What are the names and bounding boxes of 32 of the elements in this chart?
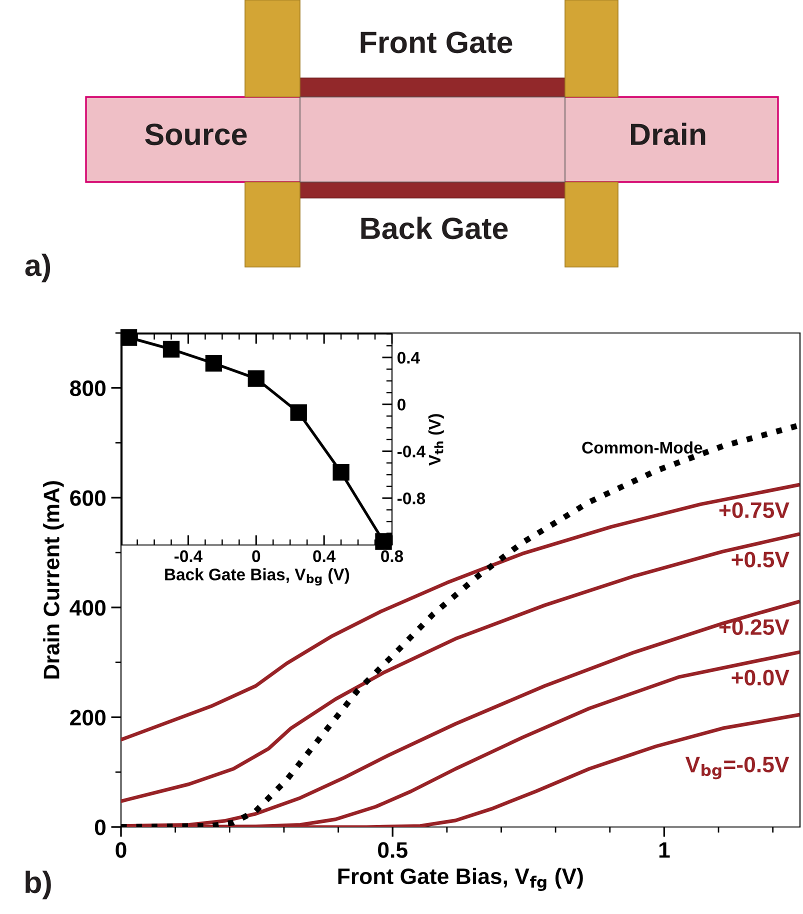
x-tick-label: -0.4 bbox=[174, 550, 202, 562]
x-tick-label: 0.8 bbox=[381, 550, 404, 562]
y-tick-label: 0 bbox=[94, 820, 106, 836]
x-tick-label: 0 bbox=[116, 842, 126, 858]
y-tick-label: 0.4 bbox=[398, 352, 420, 364]
text: b) bbox=[26, 870, 51, 900]
y-tick-label: 600 bbox=[70, 490, 106, 506]
y-tick-label: 0 bbox=[398, 398, 406, 411]
y-axis-title: V$_{th}$ (V) bbox=[428, 414, 444, 466]
y-tick-label: -0.4 bbox=[398, 446, 426, 458]
y-tick-label: -0.8 bbox=[398, 492, 426, 504]
y-axis-title: Drain Current (mA) bbox=[43, 481, 64, 679]
series-label: +0.75V bbox=[719, 502, 790, 518]
text: Back Gate bbox=[361, 216, 508, 240]
y-tick-label: 400 bbox=[70, 600, 106, 616]
series-label: +0.0V bbox=[732, 670, 790, 686]
text: Front Gate bbox=[360, 32, 512, 54]
text: Drain bbox=[630, 122, 706, 146]
series-label: V$_{bg}$=-0.5V bbox=[685, 756, 790, 780]
text: a) bbox=[25, 254, 50, 282]
x-tick-label: 0 bbox=[252, 550, 260, 562]
series-label: +0.25V bbox=[719, 619, 790, 635]
x-axis-title: Front Gate Bias, V$_{fg}$ (V) bbox=[338, 868, 583, 891]
x-tick-label: 1 bbox=[659, 842, 670, 858]
x-tick-label: 0.4 bbox=[313, 550, 336, 562]
x-axis-title: Back Gate Bias, V$_{bg}$ (V) bbox=[165, 568, 350, 586]
series-label: +0.5V bbox=[732, 552, 790, 568]
text: Source bbox=[145, 124, 247, 146]
x-tick-label: 0.5 bbox=[378, 842, 408, 858]
y-tick-label: 200 bbox=[70, 710, 106, 726]
series-label: Common-Mode bbox=[582, 441, 702, 454]
y-tick-label: 800 bbox=[70, 380, 106, 396]
